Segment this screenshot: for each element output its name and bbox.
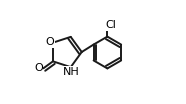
Text: Cl: Cl — [106, 20, 117, 30]
Text: NH: NH — [63, 67, 80, 77]
Text: O: O — [46, 37, 54, 47]
Text: O: O — [34, 63, 43, 73]
